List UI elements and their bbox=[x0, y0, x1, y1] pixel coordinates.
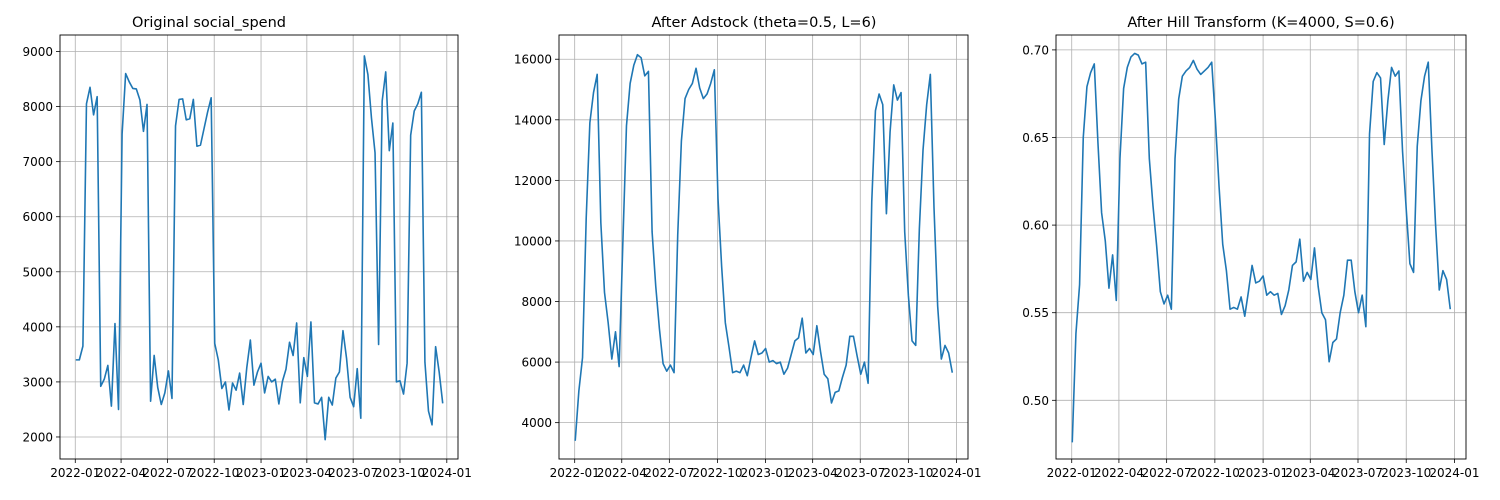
y-tick-label: 0.55 bbox=[1022, 306, 1049, 320]
x-tick-label: 2024-01 bbox=[422, 466, 472, 480]
y-tick-label: 0.70 bbox=[1022, 43, 1049, 57]
x-tick-label: 2022-01 bbox=[50, 466, 100, 480]
subplot-title: After Hill Transform (K=4000, S=0.6) bbox=[1127, 15, 1394, 31]
x-tick-label: 2022-10 bbox=[692, 466, 742, 480]
x-tick-label: 2023-07 bbox=[1333, 466, 1383, 480]
x-tick-label: 2023-04 bbox=[1285, 466, 1335, 480]
subplot-title: After Adstock (theta=0.5, L=6) bbox=[652, 15, 877, 31]
grid-lines bbox=[60, 35, 458, 459]
subplot-title: Original social_spend bbox=[132, 15, 286, 31]
y-tick-label: 7000 bbox=[22, 155, 53, 169]
axes-frame bbox=[1055, 34, 1467, 460]
x-tick-label: 2022-07 bbox=[1142, 466, 1192, 480]
series-line bbox=[574, 53, 954, 441]
axes-frame bbox=[59, 34, 459, 460]
y-tick-label: 16000 bbox=[514, 53, 552, 67]
x-tick-label: 2024-01 bbox=[931, 466, 981, 480]
x-tick-label: 2022-01 bbox=[550, 466, 600, 480]
x-tick-label: 2022-01 bbox=[1047, 466, 1097, 480]
y-tick-label: 8000 bbox=[22, 100, 53, 114]
y-tick-label: 4000 bbox=[22, 320, 53, 334]
axes-frame bbox=[558, 34, 969, 460]
subplot-2: After Adstock (theta=0.5, L=6) 2022-0120… bbox=[514, 15, 982, 480]
y-tick-label: 9000 bbox=[22, 45, 53, 59]
subplot-3: After Hill Transform (K=4000, S=0.6) 202… bbox=[1022, 15, 1479, 480]
x-tick-label: 2023-10 bbox=[1381, 466, 1431, 480]
x-tick-label: 2023-07 bbox=[328, 466, 378, 480]
x-tick-label: 2023-01 bbox=[236, 466, 286, 480]
y-tick-label: 6000 bbox=[521, 356, 552, 370]
y-tick-label: 0.60 bbox=[1022, 219, 1049, 233]
x-tick-label: 2024-01 bbox=[1429, 466, 1479, 480]
x-tick-label: 2023-01 bbox=[1238, 466, 1288, 480]
x-tick-label: 2023-07 bbox=[835, 466, 885, 480]
series-line bbox=[75, 55, 444, 441]
grid-lines bbox=[559, 35, 968, 459]
x-tick-label: 2023-04 bbox=[282, 466, 332, 480]
y-tick-label: 8000 bbox=[521, 295, 552, 309]
x-tick-label: 2022-10 bbox=[189, 466, 239, 480]
y-tick-label: 6000 bbox=[22, 210, 53, 224]
y-tick-label: 0.50 bbox=[1022, 394, 1049, 408]
series-line bbox=[1071, 52, 1452, 443]
x-tick-label: 2023-10 bbox=[375, 466, 425, 480]
x-tick-label: 2022-07 bbox=[644, 466, 694, 480]
y-tick-label: 2000 bbox=[22, 430, 53, 444]
y-tick-label: 3000 bbox=[22, 375, 53, 389]
x-tick-label: 2023-10 bbox=[883, 466, 933, 480]
x-tick-label: 2022-10 bbox=[1190, 466, 1240, 480]
x-tick-label: 2022-04 bbox=[96, 466, 146, 480]
subplot-1: Original social_spend 2022-012022-042022… bbox=[22, 15, 471, 480]
y-tick-label: 10000 bbox=[514, 234, 552, 248]
y-tick-label: 4000 bbox=[521, 416, 552, 430]
x-tick-label: 2022-07 bbox=[142, 466, 192, 480]
y-tick-label: 12000 bbox=[514, 174, 552, 188]
x-tick-label: 2022-04 bbox=[1094, 466, 1144, 480]
x-tick-label: 2023-01 bbox=[741, 466, 791, 480]
y-tick-label: 0.65 bbox=[1022, 131, 1049, 145]
x-tick-label: 2023-04 bbox=[788, 466, 838, 480]
y-tick-label: 14000 bbox=[514, 113, 552, 127]
y-tick-label: 5000 bbox=[22, 265, 53, 279]
x-tick-label: 2022-04 bbox=[597, 466, 647, 480]
